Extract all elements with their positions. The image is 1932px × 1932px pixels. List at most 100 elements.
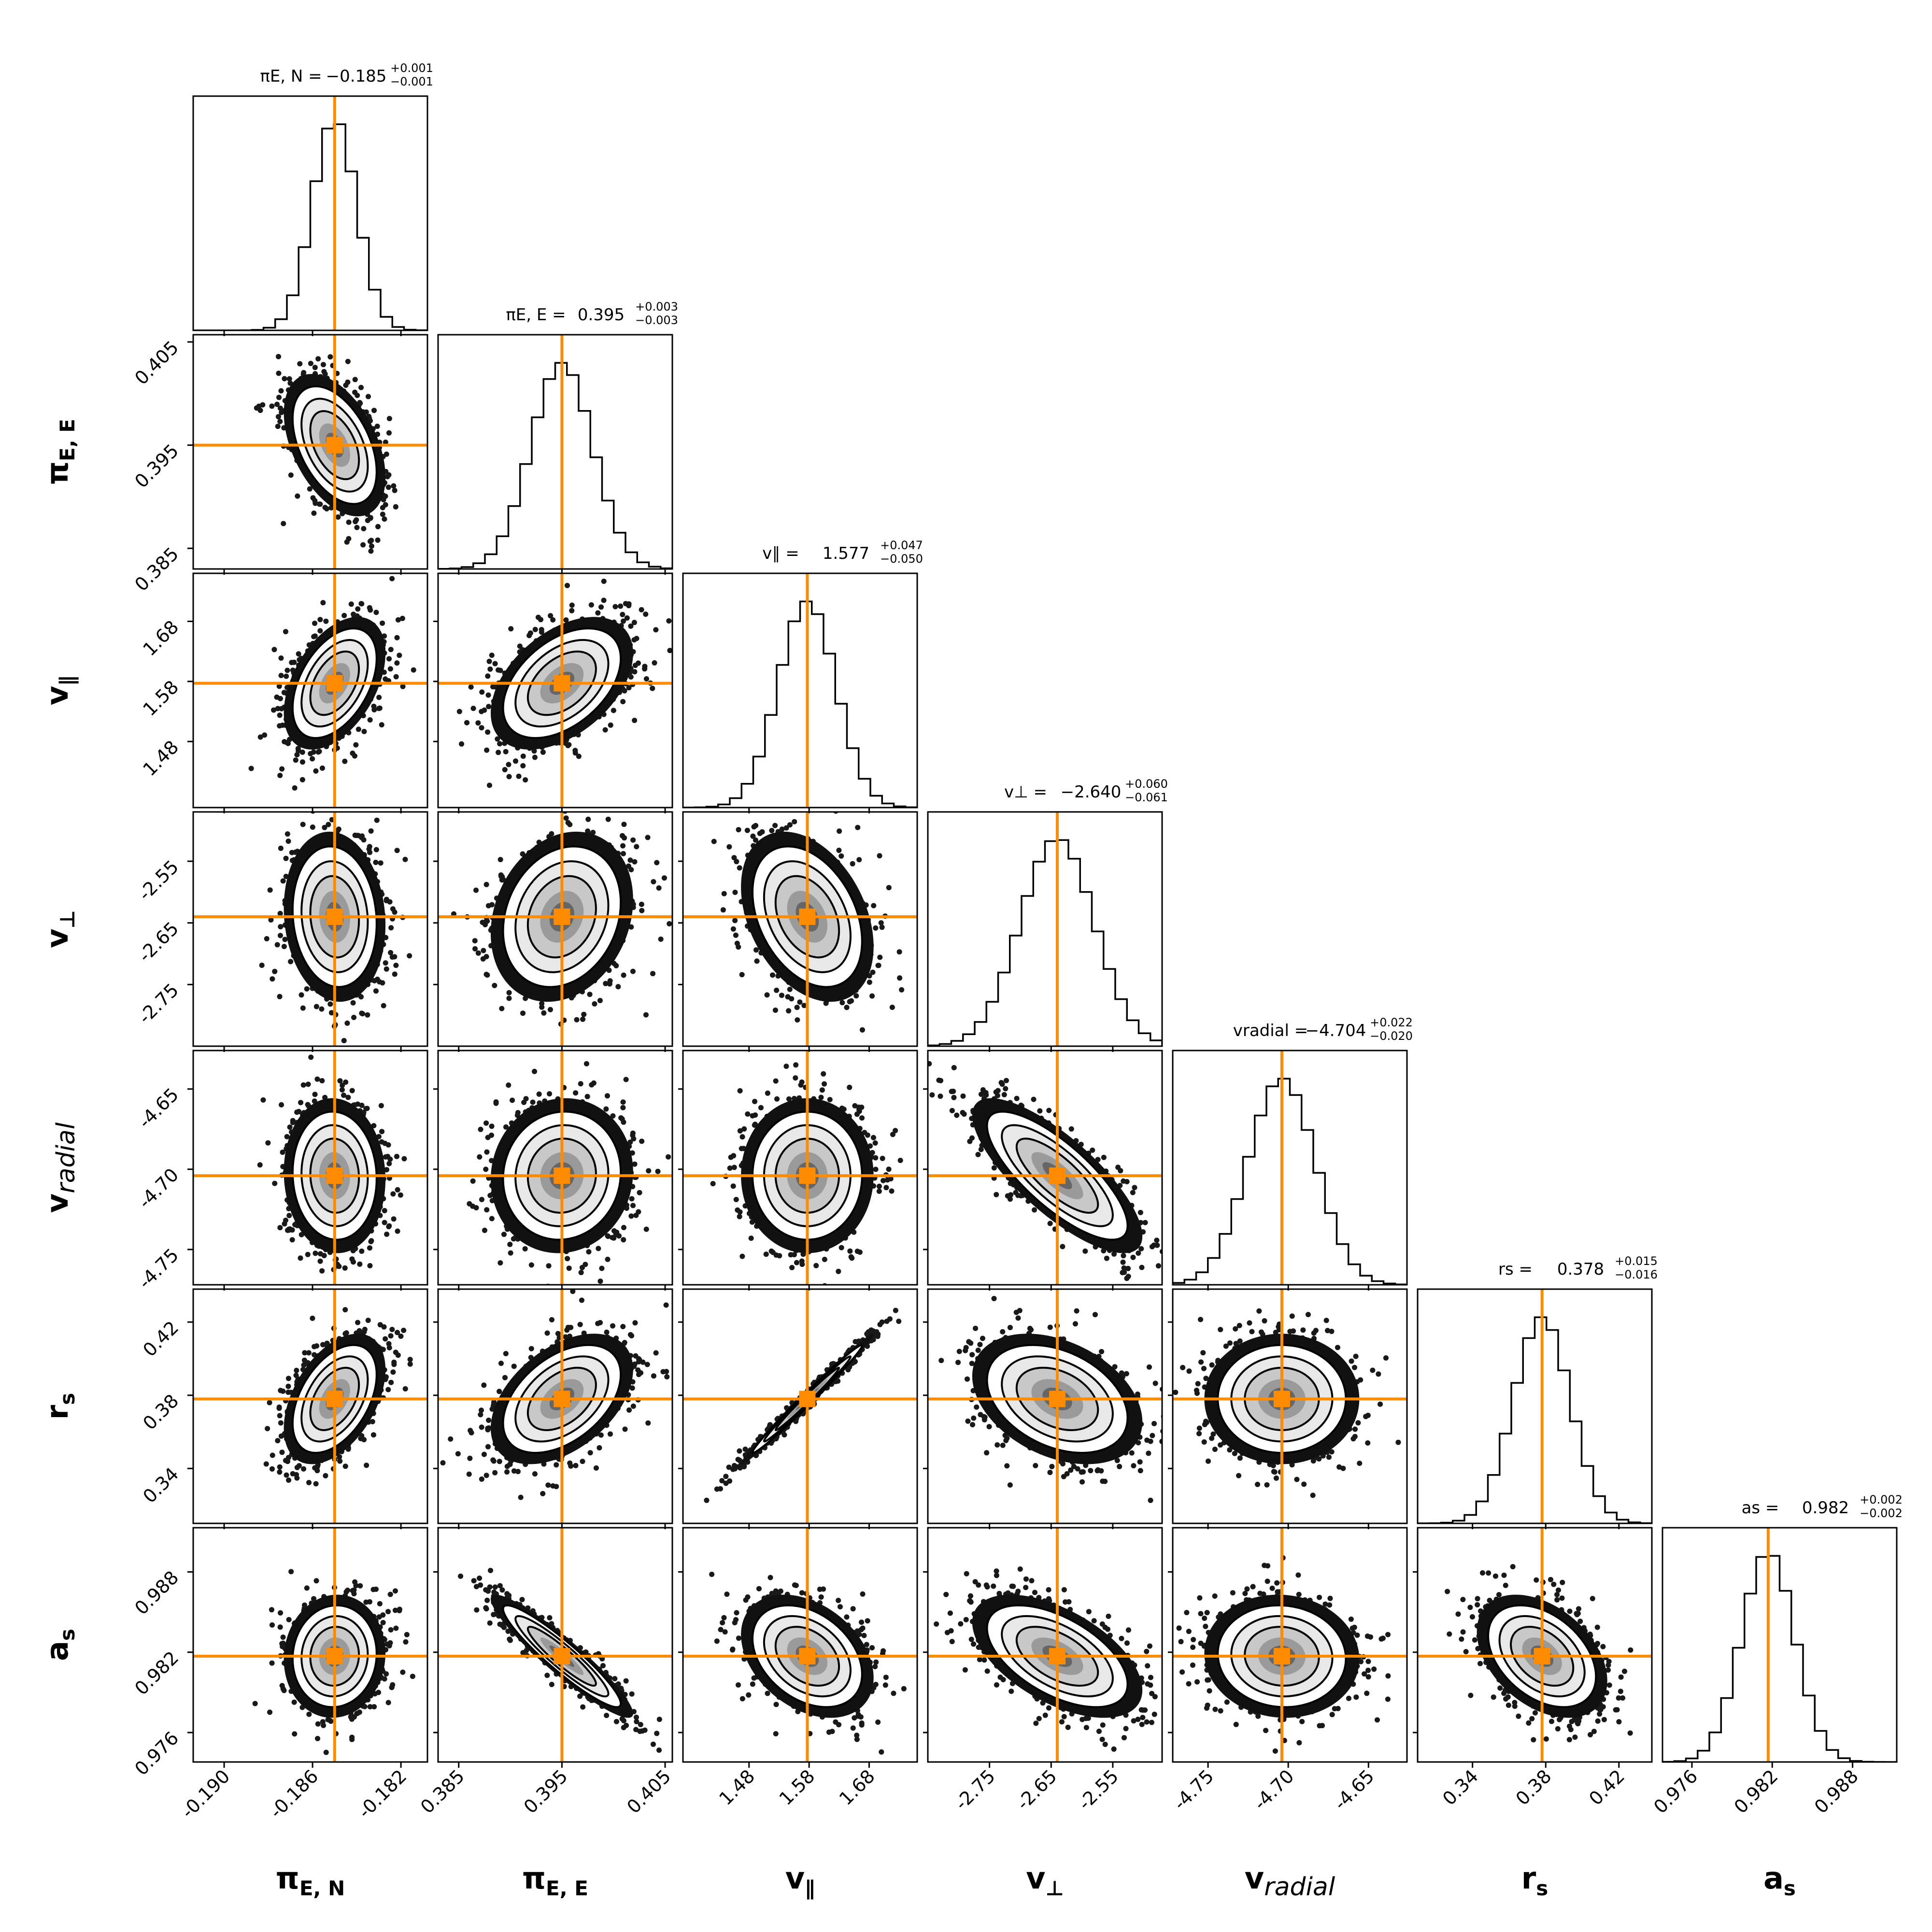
scatter-panel-vpar-piEN (187, 572, 428, 813)
truth-marker (799, 1648, 816, 1665)
panel-frame (192, 334, 428, 570)
y-tick-label: 0.42 (139, 1317, 183, 1361)
y-tick-label: 0.395 (130, 440, 183, 492)
hist-panel-piEN (192, 95, 428, 336)
x-axis-label-rs: rs (1521, 1861, 1548, 1900)
scatter-panel-as-vrad (1168, 1527, 1408, 1768)
truth-marker (554, 1167, 570, 1184)
scatter-panel-as-vpar (678, 1527, 918, 1768)
axis-label-sub: ⊥ (1046, 1876, 1064, 1900)
y-tick-label: -4.65 (134, 1084, 183, 1133)
title-err-minus-piEE: −0.003 (635, 313, 678, 327)
hist-panel-vpar (682, 572, 918, 813)
truth-marker (799, 1167, 816, 1184)
scatter-panel-vrad-vpar (678, 1050, 918, 1291)
axis-label-main: r (1521, 1861, 1536, 1896)
axis-label-sub: s (56, 1393, 79, 1405)
x-tick-label: -4.70 (1250, 1765, 1298, 1814)
panel-frame (1172, 1527, 1408, 1763)
title-err-plus-vperp: +0.060 (1125, 777, 1168, 791)
panel-frame (192, 95, 428, 331)
axis-label-main: π (40, 461, 75, 485)
truth-marker (1049, 1648, 1066, 1665)
truth-marker (1534, 1648, 1550, 1665)
axis-label-main: v (1026, 1861, 1045, 1896)
y-tick-label: 1.58 (139, 676, 183, 720)
y-tick-label: -4.75 (134, 1244, 183, 1293)
histogram-vperp (928, 839, 1162, 1046)
axis-label-main: π (276, 1861, 299, 1896)
title-vperp: v⊥ = (1004, 782, 1047, 802)
title-err-minus-vpar: −0.050 (880, 552, 923, 566)
axis-label-main: v (785, 1861, 805, 1896)
hist-panel-vperp (927, 811, 1163, 1052)
title-err-minus-as: −0.002 (1860, 1506, 1903, 1520)
title-err-minus-rs: −0.016 (1615, 1268, 1658, 1281)
y-tick-label: -4.70 (134, 1164, 183, 1213)
x-axis-label-vperp: v⊥ (1026, 1861, 1064, 1900)
panel-frame (682, 1527, 918, 1763)
truth-marker (554, 675, 570, 692)
title-vrad: vradial = (1233, 1021, 1308, 1040)
axis-label-sub: s (1536, 1876, 1548, 1900)
title-err-plus-rs: +0.015 (1615, 1254, 1658, 1268)
truth-marker (326, 437, 343, 454)
x-tick-label: 0.405 (623, 1765, 675, 1818)
histogram-piEN (193, 123, 427, 330)
panel-frame (1172, 1050, 1408, 1286)
scatter-panel-rs-vperp (923, 1288, 1163, 1529)
title-piEN: πE, N = (260, 67, 322, 86)
x-tick-label: -4.75 (1169, 1765, 1218, 1814)
y-tick-label: 0.34 (139, 1463, 183, 1507)
y-tick-label: 0.982 (130, 1647, 183, 1699)
axis-label-sub: ∥ (805, 1876, 815, 1900)
truth-marker (326, 1391, 343, 1407)
title-value-as: 0.982 (1802, 1498, 1849, 1518)
y-tick-label: 0.405 (130, 337, 183, 389)
x-tick-label: -2.75 (951, 1765, 999, 1814)
truth-marker (326, 1648, 343, 1665)
x-axis-label-vpar: v∥ (785, 1861, 815, 1900)
title-err-minus-vperp: −0.061 (1125, 791, 1168, 804)
truth-marker (1049, 1391, 1066, 1407)
y-axis-label-vperp: v⊥ (40, 910, 79, 948)
panel-frame (927, 1527, 1163, 1763)
x-tick-label: -0.186 (266, 1765, 323, 1822)
y-tick-label: 0.38 (139, 1390, 183, 1434)
axis-label-main: π (522, 1861, 546, 1896)
axis-label-main: v (40, 1193, 75, 1213)
scatter-panel-vperp-vpar (678, 811, 918, 1052)
axis-label-sub: radial (1264, 1873, 1335, 1902)
y-tick-label: -2.55 (134, 856, 183, 905)
title-err-plus-piEE: +0.003 (635, 300, 678, 313)
title-piEE: πE, E = (506, 305, 566, 325)
scatter-panel-vrad-piEE (433, 1050, 673, 1291)
histogram-vpar (683, 600, 917, 808)
panel-frame (927, 811, 1163, 1047)
panel-frame (192, 1527, 428, 1763)
title-value-vperp: −2.640 (1061, 782, 1122, 802)
title-err-minus-vrad: −0.020 (1370, 1029, 1413, 1043)
title-as: as = (1742, 1498, 1779, 1518)
x-axis-label-as: as (1763, 1861, 1796, 1900)
axis-label-main: v (40, 928, 75, 948)
panel-frame (437, 811, 673, 1047)
panel-frame (192, 572, 428, 809)
y-axis-label-vpar: v∥ (40, 676, 79, 705)
title-err-plus-vpar: +0.047 (880, 539, 923, 552)
panel-frame (192, 1050, 428, 1286)
panel-frame (1417, 1527, 1653, 1763)
hist-panel-as (1662, 1527, 1898, 1768)
x-axis-label-vrad: vradial (1245, 1861, 1335, 1902)
panel-frame (1417, 1288, 1653, 1524)
panel-frame (437, 1527, 673, 1763)
scatter-panel-as-piEN (187, 1527, 428, 1768)
title-err-plus-piEN: +0.001 (390, 61, 433, 75)
x-tick-label: 0.976 (1649, 1765, 1702, 1818)
scatter-panel-as-vperp (923, 1527, 1163, 1768)
x-tick-label: 1.68 (835, 1765, 879, 1809)
title-value-vrad: −4.704 (1306, 1021, 1366, 1040)
panel-frame (192, 811, 428, 1047)
x-tick-label: -0.190 (177, 1765, 234, 1822)
